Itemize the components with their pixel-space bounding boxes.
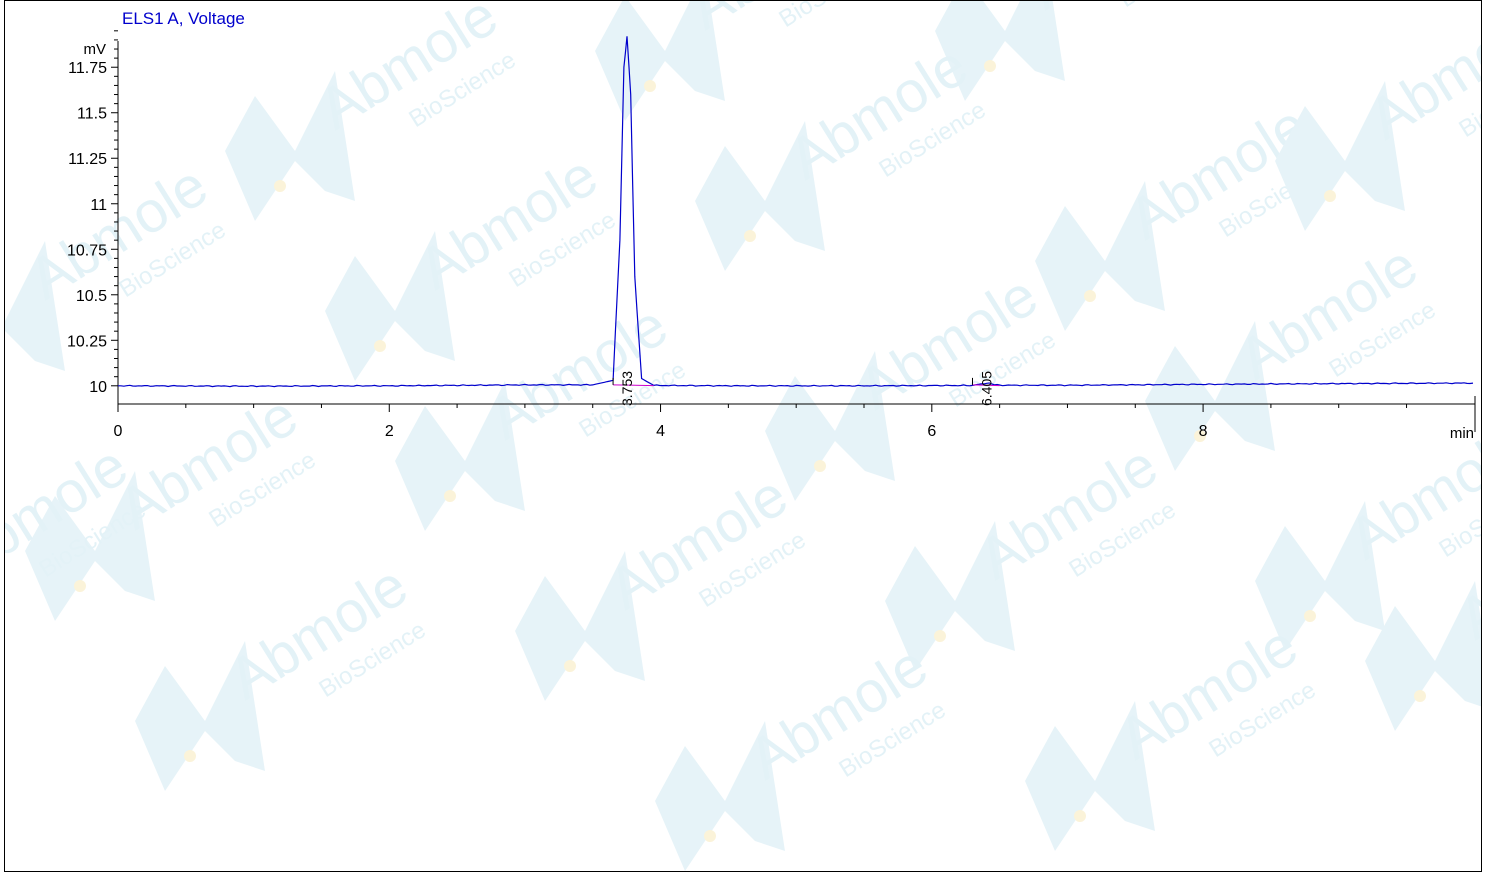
watermark-dot [184,750,196,762]
watermark-dot [1304,610,1316,622]
watermark-dot [1084,290,1096,302]
watermark-icon [225,71,355,221]
x-tick-label: 0 [114,423,123,440]
watermark-dot [74,580,86,592]
peak-baseline [972,384,1000,387]
chromatogram-panel: Abmole BioScience Abmole BioScience Abmole Bi… [4,0,1482,872]
watermark-icon [515,551,645,701]
watermark-icon [395,381,525,531]
watermark-dot [984,60,996,72]
watermark-dot [1324,190,1336,202]
watermark-dot [1414,690,1426,702]
axes: 0 2 4 6 8 10 10.25 10.5 10.75 11 11.25 11.5 11.75 [67,30,1476,440]
watermark-icon [1275,81,1405,231]
watermark-brand-text: Abmole [737,633,938,792]
watermark-dot [374,340,386,352]
y-tick-label: 10.75 [67,242,107,259]
watermark-sub-text: BioScience [774,1,890,33]
watermark-dot [564,660,576,672]
watermark-icon [5,241,65,371]
x-tick-label: 2 [385,423,394,440]
watermark-dot [1074,810,1086,822]
watermark-icon [1365,581,1481,731]
x-tick-label: 6 [927,423,936,440]
watermark-brand-text: Abmole [1107,613,1308,772]
watermark-icon [135,641,265,791]
watermark-sub-text: BioScience [1114,1,1230,13]
watermark-icon [595,1,725,121]
watermark-dot [1194,430,1206,442]
watermark-brand-text: Abmole [597,463,798,622]
x-tick-label: 8 [1199,423,1208,440]
watermark-brand-text: Abmole [967,433,1168,592]
y-tick-label: 10.5 [76,288,107,305]
y-tick-label: 11 [90,197,107,214]
chart-title: ELS1 A, Voltage [122,9,245,28]
watermark-dot [274,180,286,192]
watermark-icon [885,521,1015,671]
watermark-dot [814,460,826,472]
x-tick-label: 4 [656,423,665,440]
watermark-icon [25,471,155,621]
signal-trace [118,36,1474,388]
watermark-icon [765,351,895,501]
series-layer [118,36,1474,388]
watermark-brand-text: Abmole [847,263,1048,422]
watermark-dot [704,830,716,842]
y-tick-label: 10.25 [67,333,107,350]
y-tick-label: 11.25 [68,151,107,168]
peak-retention-label: 6.405 [979,371,995,406]
y-tick-label: 11.75 [68,60,107,77]
peak-labels: 3.753 6.405 [612,371,1000,406]
peak-baseline [613,384,654,387]
y-tick-label: 10 [89,379,107,396]
y-tick-label: 11.5 [77,106,107,123]
watermark-brand-text: Abmole [477,293,678,452]
watermark-brand-text: Abmole [217,553,418,712]
watermark-icon [1255,501,1385,651]
x-axis-label: min [1450,425,1474,442]
y-axis-label: mV [84,41,107,58]
watermark-icon [1025,701,1155,851]
watermark-dot [444,490,456,502]
watermark-icon [695,121,825,271]
watermark-icon [325,231,455,381]
watermark-icon [1035,181,1165,331]
watermark-brand-text: Abmole [1227,233,1428,392]
watermark-brand-text: Abmole [407,143,608,302]
watermark-brand-text: Abmole [777,33,978,192]
peak-retention-label: 3.753 [619,371,635,406]
watermark-dot [934,630,946,642]
watermark-icon [935,1,1065,101]
watermark-icon [1145,321,1275,471]
watermark-dot [644,80,656,92]
watermark-dot [744,230,756,242]
watermark-icon [655,721,785,871]
